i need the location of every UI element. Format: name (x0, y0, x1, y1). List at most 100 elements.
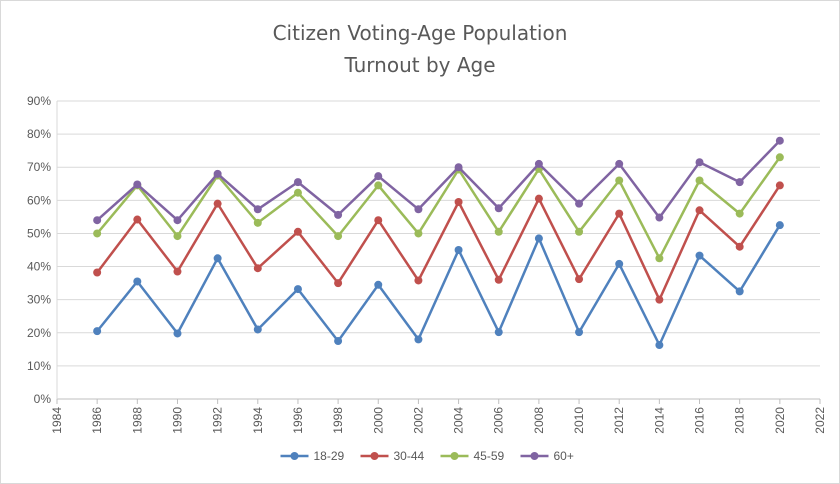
data-point-18-29 (213, 254, 222, 263)
x-tick-label: 2010 (572, 407, 586, 434)
data-point-30-44 (494, 275, 503, 284)
y-tick-label: 90% (27, 94, 51, 108)
data-point-30-44 (133, 215, 142, 224)
data-point-45-59 (615, 176, 624, 185)
data-point-30-44 (293, 227, 302, 236)
y-tick-label: 80% (27, 127, 51, 141)
x-tick-label: 1984 (50, 407, 64, 434)
data-point-60plus (334, 210, 343, 219)
data-point-60plus (615, 159, 624, 168)
x-tick-label: 2000 (371, 407, 385, 434)
legend-label: 30-44 (394, 449, 425, 463)
data-point-18-29 (374, 280, 383, 289)
data-point-18-29 (655, 341, 664, 350)
data-point-60plus (735, 178, 744, 187)
data-point-60plus (253, 205, 262, 214)
series-line-45-59 (96, 156, 781, 260)
chart-title-line-2: Turnout by Age (343, 53, 495, 77)
x-tick-label: 2020 (773, 407, 787, 434)
x-tick-label: 2002 (411, 407, 425, 434)
data-point-60plus (695, 158, 704, 167)
data-point-18-29 (334, 337, 343, 346)
y-tick-label: 70% (27, 160, 51, 174)
x-tick-label: 2022 (813, 407, 827, 434)
chart-title-line-1: Citizen Voting-Age Population (273, 21, 568, 45)
data-point-45-59 (173, 232, 182, 241)
x-tick-label: 2016 (693, 407, 707, 434)
data-point-30-44 (213, 199, 222, 208)
data-point-30-44 (93, 268, 102, 277)
data-point-18-29 (253, 325, 262, 334)
y-tick-label: 50% (27, 226, 51, 240)
data-point-18-29 (575, 328, 584, 337)
series-line-18-29 (96, 224, 781, 347)
data-point-60plus (534, 159, 543, 168)
y-tick-label: 30% (27, 293, 51, 307)
data-point-60plus (494, 204, 503, 213)
data-point-60plus (173, 216, 182, 225)
data-point-18-29 (454, 246, 463, 254)
data-point-30-44 (575, 275, 584, 284)
data-point-60plus (655, 213, 664, 222)
y-tick-label: 0% (34, 392, 52, 406)
data-point-30-44 (253, 264, 262, 273)
legend-marker-swatch (290, 452, 299, 460)
x-tick-label: 1998 (331, 407, 345, 434)
data-point-18-29 (133, 277, 142, 286)
x-tick-label: 1992 (211, 407, 225, 434)
data-point-60plus (213, 169, 222, 178)
data-point-60plus (374, 172, 383, 181)
data-point-30-44 (173, 267, 182, 276)
legend-marker-swatch (530, 452, 539, 460)
data-point-60plus (93, 216, 102, 225)
x-tick-label: 1990 (170, 407, 184, 434)
data-point-45-59 (494, 227, 503, 236)
data-point-45-59 (575, 227, 584, 236)
legend-item-18-29: 18-29 (280, 449, 345, 463)
data-point-18-29 (775, 221, 784, 230)
y-tick-label: 40% (27, 260, 51, 274)
x-tick-label: 2012 (612, 407, 626, 434)
data-point-30-44 (615, 209, 624, 218)
gridlines (56, 100, 820, 400)
data-point-60plus (454, 163, 463, 172)
y-tick-label: 60% (27, 193, 51, 207)
data-point-60plus (414, 205, 423, 214)
legend-item-45-59: 45-59 (440, 449, 505, 463)
legend-label: 45-59 (474, 449, 505, 463)
data-point-45-59 (293, 188, 302, 197)
data-point-30-44 (695, 206, 704, 215)
x-tick-label: 2014 (652, 407, 666, 434)
data-point-18-29 (414, 335, 423, 344)
data-point-45-59 (414, 229, 423, 238)
data-point-18-29 (173, 329, 182, 338)
data-point-18-29 (93, 327, 102, 336)
data-point-60plus (775, 136, 784, 145)
y-axis-ticks: 0% 10% 20% 30% 40% 50% 60% 70% 80% 90% (27, 94, 51, 406)
data-point-45-59 (253, 218, 262, 227)
legend-item-60plus: 60+ (520, 449, 574, 463)
x-tick-label: 1994 (251, 407, 265, 434)
x-tick-label: 1986 (90, 407, 104, 434)
data-point-30-44 (735, 242, 744, 251)
x-tick-label: 2008 (532, 407, 546, 434)
y-tick-label: 10% (27, 359, 51, 373)
data-point-45-59 (735, 209, 744, 218)
x-tick-label: 1988 (130, 407, 144, 434)
data-point-30-44 (414, 276, 423, 285)
data-point-45-59 (655, 254, 664, 263)
data-point-45-59 (93, 229, 102, 238)
data-point-60plus (575, 199, 584, 208)
legend-marker-swatch (450, 452, 459, 460)
legend-item-30-44: 30-44 (360, 449, 425, 463)
legend-marker-swatch (370, 452, 379, 460)
data-point-30-44 (374, 216, 383, 225)
data-point-18-29 (695, 251, 704, 260)
legend-label: 18-29 (314, 449, 345, 463)
x-axis-ticks: 1984 1986 1988 1990 1992 1994 1996 1998 2000 2002… (50, 399, 827, 434)
data-point-18-29 (615, 259, 624, 268)
data-point-18-29 (534, 234, 543, 243)
data-point-45-59 (775, 153, 784, 162)
data-point-30-44 (655, 295, 664, 304)
